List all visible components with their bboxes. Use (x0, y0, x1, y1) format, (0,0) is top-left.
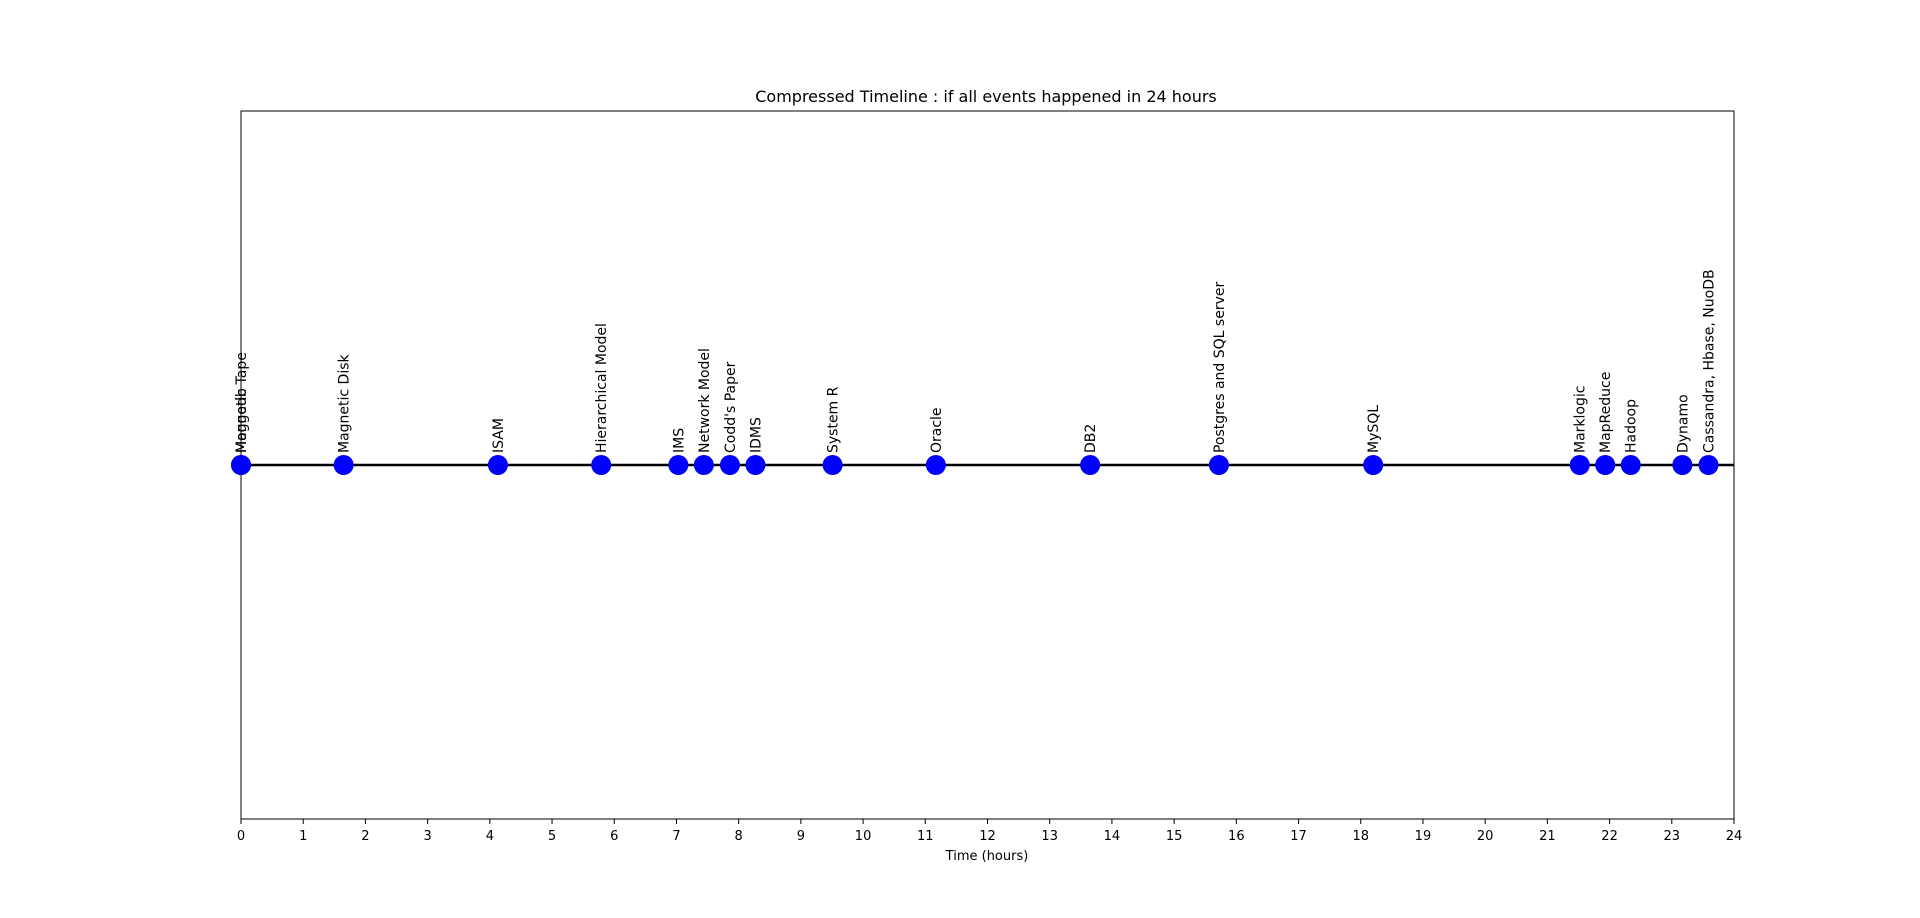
event-label: Dynamo (1675, 394, 1691, 453)
x-tick-label: 12 (979, 829, 996, 844)
event-marker (231, 455, 251, 475)
x-tick-label: 15 (1166, 829, 1183, 844)
x-tick-label: 17 (1290, 829, 1307, 844)
chart-title: Compressed Timeline : if all events happ… (755, 87, 1217, 106)
x-tick-label: 0 (237, 829, 245, 844)
event-marker (693, 455, 714, 475)
x-tick-label: 22 (1601, 829, 1618, 844)
x-tick-label: 18 (1352, 829, 1369, 844)
x-tick-label: 10 (855, 829, 872, 844)
event-label: MapReduce (1598, 372, 1614, 453)
event-marker (1620, 455, 1641, 475)
x-tick-label: 7 (672, 829, 680, 844)
event-label: Hierarchical Model (594, 323, 610, 453)
x-tick-label: 9 (797, 829, 805, 844)
event-marker (668, 455, 689, 475)
event-label: IMS (671, 428, 687, 453)
event-marker (1208, 455, 1229, 475)
event-label: Cassandra, Hbase, NuoDB (1701, 269, 1717, 453)
event-label: System R (826, 386, 842, 453)
x-tick-label: 8 (735, 829, 743, 844)
x-tick-label: 16 (1228, 829, 1245, 844)
event-label: Magnetic Tape (234, 352, 250, 453)
event-marker (1672, 455, 1693, 475)
event-label: ISAM (491, 418, 507, 453)
x-tick-label: 5 (548, 829, 556, 844)
x-tick-label: 13 (1041, 829, 1058, 844)
event-marker (1363, 455, 1384, 475)
x-tick-label: 6 (610, 829, 618, 844)
event-label: Hadoop (1624, 399, 1640, 453)
event-label: Network Model (697, 348, 713, 453)
event-marker (1569, 455, 1590, 475)
event-marker (822, 455, 843, 475)
event-markers (231, 455, 1719, 475)
event-marker (591, 455, 612, 475)
x-tick-label: 19 (1415, 829, 1432, 844)
x-tick-label: 1 (299, 829, 307, 844)
x-tick-label: 11 (917, 829, 934, 844)
event-marker (333, 455, 354, 475)
event-marker (1595, 455, 1616, 475)
x-axis-ticks: 0 1 2 3 4 5 6 7 8 9 10 11 12 13 14 15 16 17 18 19 20 21 22 23 24 (237, 819, 1742, 844)
event-marker (719, 455, 740, 475)
event-marker (1698, 455, 1719, 475)
event-label: Marklogic (1573, 386, 1589, 453)
event-label: Oracle (929, 407, 945, 453)
event-label: IDMS (748, 417, 764, 453)
x-tick-label: 23 (1664, 829, 1681, 844)
x-tick-label: 3 (423, 829, 431, 844)
event-marker (745, 455, 766, 475)
event-marker (925, 455, 946, 475)
event-label: Mongodb (234, 388, 250, 453)
x-tick-label: 21 (1539, 829, 1556, 844)
event-label: Postgres and SQL server (1212, 282, 1228, 453)
event-label: MySQL (1366, 405, 1382, 453)
x-tick-label: 14 (1104, 829, 1121, 844)
event-label: Codd's Paper (723, 361, 739, 453)
x-tick-label: 20 (1477, 829, 1494, 844)
event-marker (487, 455, 508, 475)
x-axis-label: Time (hours) (945, 849, 1029, 864)
x-tick-label: 4 (486, 829, 494, 844)
x-tick-label: 24 (1726, 829, 1743, 844)
event-label: Magnetic Disk (337, 353, 353, 453)
event-label: DB2 (1083, 424, 1099, 453)
x-tick-label: 2 (361, 829, 369, 844)
event-marker (1080, 455, 1101, 475)
